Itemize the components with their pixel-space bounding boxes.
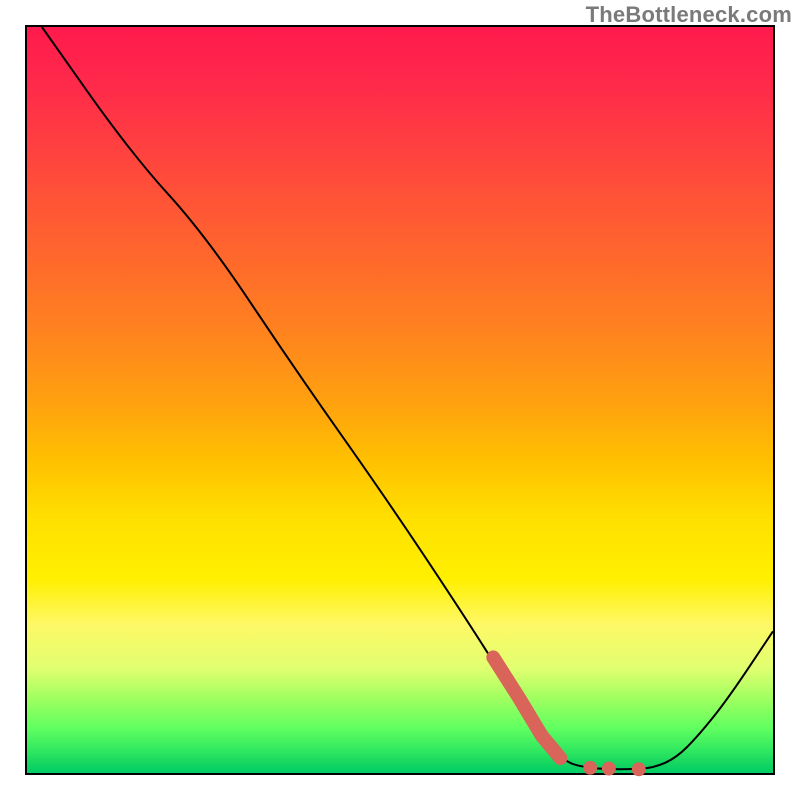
highlight-dot: [583, 761, 597, 775]
watermark-text: TheBottleneck.com: [586, 2, 792, 28]
bottleneck-curve: [42, 27, 773, 769]
highlight-dot: [632, 762, 646, 776]
plot-area: [25, 25, 775, 775]
highlight-segment: [493, 657, 560, 758]
curve-layer: [27, 27, 773, 773]
highlight-dot: [602, 762, 616, 776]
chart-container: TheBottleneck.com: [0, 0, 800, 800]
highlight-dots: [583, 761, 645, 776]
